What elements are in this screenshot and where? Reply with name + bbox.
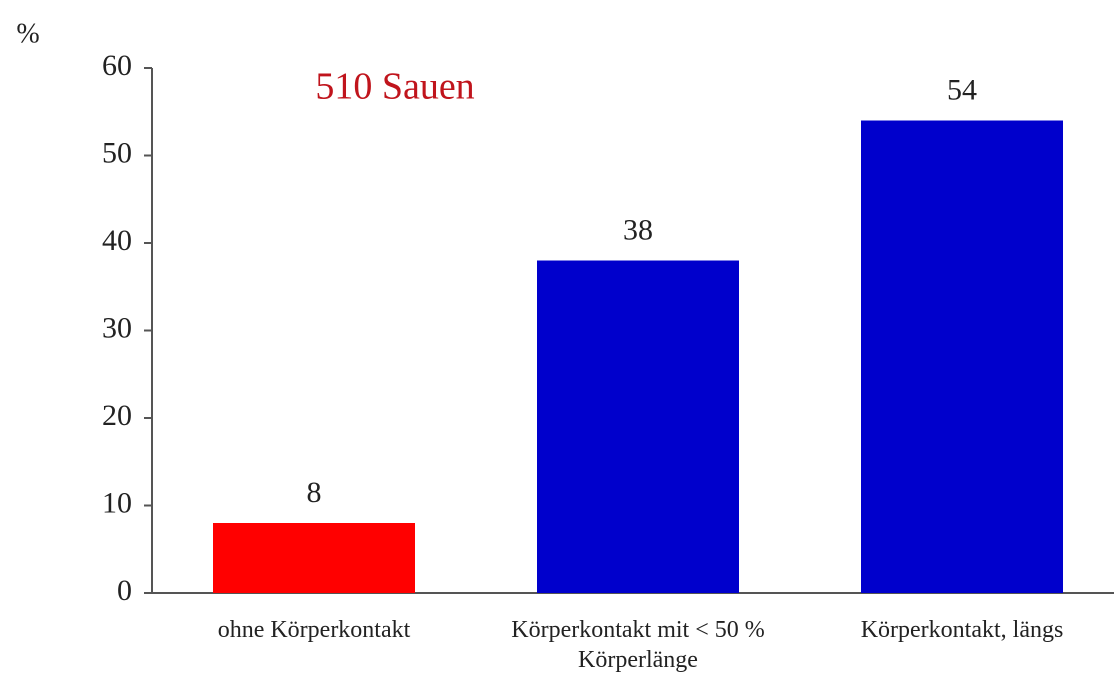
annotation: 510 Sauen bbox=[315, 66, 474, 108]
y-axis-label: % bbox=[16, 18, 39, 49]
bar bbox=[213, 523, 415, 593]
y-tick-label: 30 bbox=[102, 311, 132, 344]
x-tick-label: Körperkontakt mit < 50 % Körperlänge bbox=[511, 617, 765, 673]
y-tick-label: 10 bbox=[102, 486, 132, 519]
y-tick-label: 50 bbox=[102, 136, 132, 169]
x-tick-label: ohne Körperkontakt bbox=[217, 617, 411, 643]
x-tick-label: Körperkontakt, längs bbox=[860, 617, 1064, 643]
y-tick-label: 60 bbox=[102, 49, 132, 82]
bar bbox=[537, 260, 739, 593]
data-label: 8 bbox=[307, 476, 322, 509]
y-tick-label: 0 bbox=[117, 574, 132, 607]
data-label: 54 bbox=[947, 73, 977, 106]
bar bbox=[861, 120, 1063, 593]
y-tick-label: 40 bbox=[102, 224, 132, 257]
y-tick-label: 20 bbox=[102, 399, 132, 432]
data-label: 38 bbox=[623, 213, 653, 246]
